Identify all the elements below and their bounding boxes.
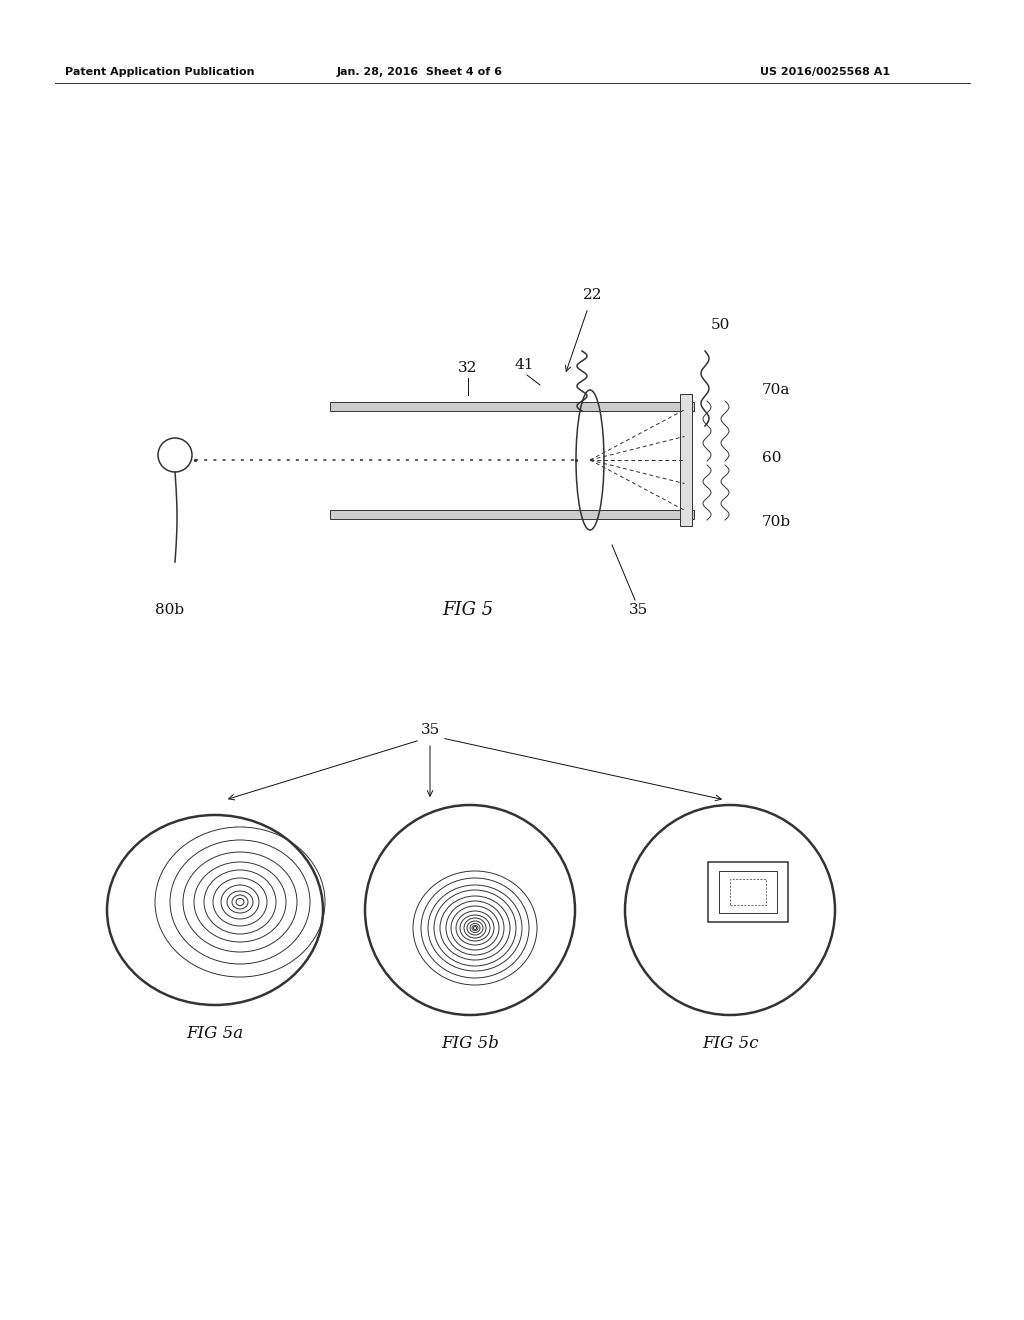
Text: 60: 60 (762, 451, 781, 465)
Text: 50: 50 (711, 318, 730, 333)
Bar (330, 401, 694, 411)
Text: FIG 5a: FIG 5a (186, 1024, 244, 1041)
Text: Jan. 28, 2016  Sheet 4 of 6: Jan. 28, 2016 Sheet 4 of 6 (337, 67, 503, 77)
Text: 35: 35 (421, 723, 439, 737)
Text: 70a: 70a (762, 383, 791, 397)
Text: FIG 5: FIG 5 (442, 601, 494, 619)
Bar (730, 879, 766, 906)
Bar (708, 862, 788, 921)
Text: FIG 5c: FIG 5c (701, 1035, 758, 1052)
Text: US 2016/0025568 A1: US 2016/0025568 A1 (760, 67, 890, 77)
Text: 41: 41 (514, 358, 534, 372)
Bar (680, 393, 692, 525)
Text: 80b: 80b (156, 603, 184, 616)
Text: 35: 35 (629, 603, 647, 616)
Text: FIG 5b: FIG 5b (441, 1035, 499, 1052)
Bar (330, 510, 694, 519)
Text: Patent Application Publication: Patent Application Publication (65, 67, 255, 77)
Text: 22: 22 (584, 288, 603, 302)
Bar (719, 871, 777, 913)
Text: 32: 32 (459, 360, 477, 375)
Text: 70b: 70b (762, 515, 792, 529)
